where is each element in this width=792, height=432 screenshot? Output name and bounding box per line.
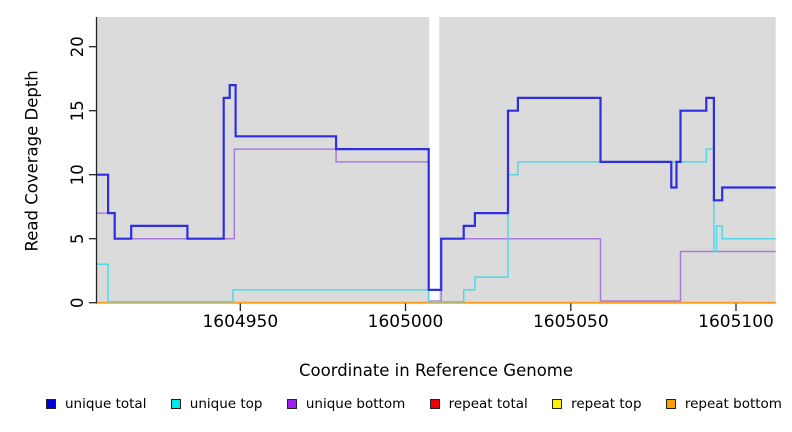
legend-item-unique-total: unique total: [46, 396, 146, 412]
x-tick-label: 1605100: [698, 312, 774, 332]
legend-swatch-icon: [552, 399, 563, 409]
legend-label: repeat bottom: [684, 396, 782, 412]
y-tick-label: 5: [68, 233, 87, 244]
legend-item-unique-top: unique top: [170, 396, 263, 412]
legend-item-repeat-bottom: repeat bottom: [665, 396, 782, 412]
x-tick-label: 1604950: [202, 312, 278, 332]
y-tick-label: 15: [68, 100, 87, 121]
legend-swatch-icon: [46, 399, 56, 409]
series-line-unique-total: [96, 84, 776, 291]
legend-label: unique total: [65, 396, 147, 412]
y-axis-title: Read Coverage Depth: [22, 70, 42, 252]
legend-swatch-icon: [170, 399, 181, 409]
y-tick-label: 10: [68, 164, 87, 185]
coverage-gap-band: [429, 17, 440, 304]
legend-label: unique top: [189, 396, 263, 412]
legend-swatch-icon: [429, 399, 440, 409]
series-line-unique-top: [96, 148, 776, 303]
legend-item-repeat-total: repeat total: [429, 396, 528, 412]
legend-label: unique bottom: [305, 396, 406, 412]
legend-label: repeat total: [448, 396, 528, 412]
legend-item-unique-bottom: unique bottom: [286, 396, 406, 412]
y-tick-label: 20: [68, 36, 87, 57]
legend: unique total unique top unique bottom repea…: [46, 396, 782, 412]
x-tick-label: 1605050: [533, 312, 609, 332]
legend-swatch-icon: [286, 399, 297, 409]
y-tick-label: 0: [68, 297, 87, 308]
x-tick-label: 1605000: [368, 312, 444, 332]
x-axis-title: Coordinate in Reference Genome: [298, 361, 574, 380]
legend-item-repeat-top: repeat top: [552, 396, 642, 412]
legend-label: repeat top: [571, 396, 642, 412]
legend-swatch-icon: [665, 399, 676, 409]
